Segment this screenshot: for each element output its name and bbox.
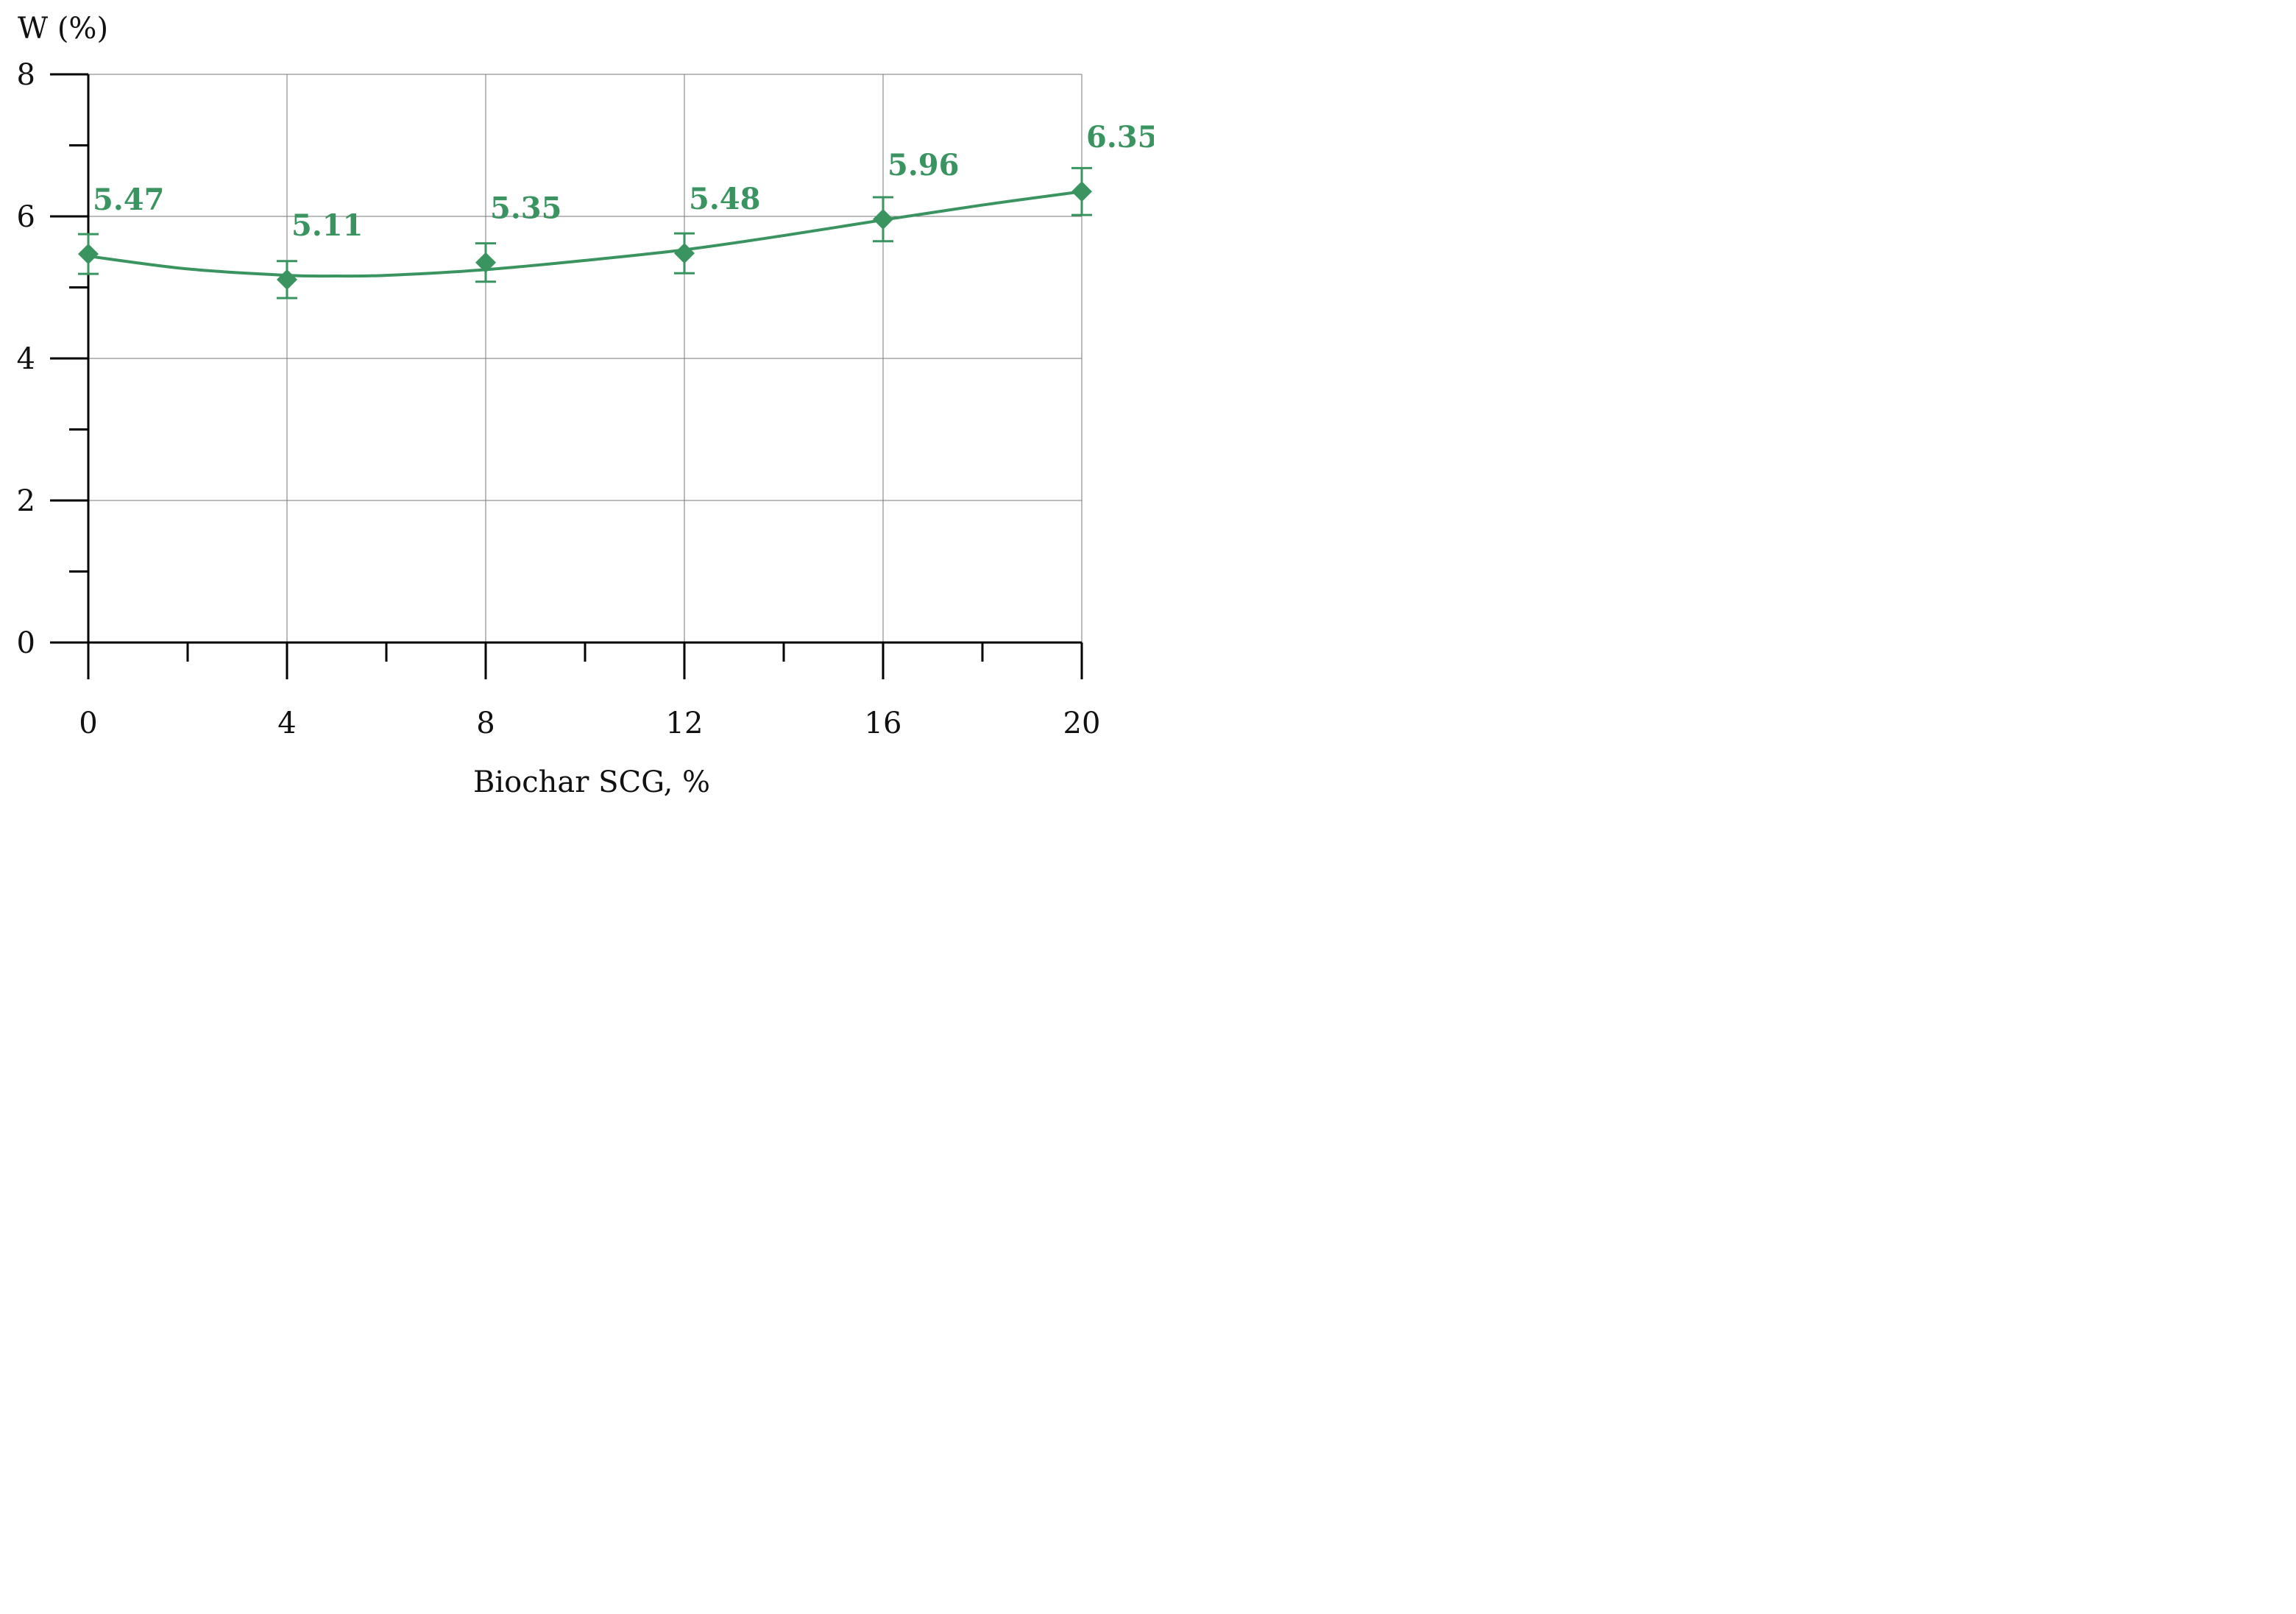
data-point-marker [277, 269, 297, 290]
y-tick-label: 0 [17, 626, 35, 660]
y-tick-label: 4 [17, 342, 35, 376]
x-tick-label: 0 [79, 707, 97, 740]
data-label: 6.35 [1086, 120, 1154, 155]
data-point-marker [873, 208, 893, 230]
y-axis-label: W (%) [18, 12, 108, 46]
axes [50, 73, 1083, 679]
data-label: 5.47 [93, 183, 164, 217]
series-data-points: 5.47 5.11 5.35 5.48 5.96 6.35 [78, 120, 1154, 300]
data-point-marker [1071, 181, 1092, 202]
data-point-marker [475, 252, 496, 273]
x-tick-label: 20 [1063, 707, 1101, 740]
y-tick-label: 2 [17, 484, 35, 518]
data-point-marker [674, 243, 695, 264]
data-label: 5.11 [291, 208, 363, 243]
x-tick-label: 8 [476, 707, 495, 740]
y-tick-label: 8 [17, 58, 35, 92]
grid [88, 74, 1083, 643]
data-point-marker [78, 244, 99, 265]
data-label: 5.35 [490, 191, 561, 226]
x-axis-label: Biochar SCG, % [473, 765, 710, 799]
x-tick-label: 12 [666, 707, 704, 740]
y-tick-label: 6 [17, 200, 35, 234]
trendline [88, 190, 1083, 278]
data-label: 5.48 [689, 182, 760, 216]
x-tick-label: 4 [277, 707, 296, 740]
tick-labels: 0 2 4 6 8 0 4 8 12 16 20 [17, 58, 1101, 740]
data-label: 5.96 [887, 148, 959, 183]
x-tick-label: 16 [865, 707, 902, 740]
